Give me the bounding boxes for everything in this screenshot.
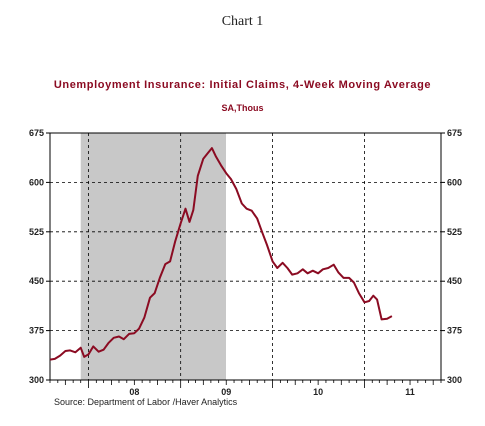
x-tick-label: 10 <box>313 387 323 397</box>
y-tick-label-left: 525 <box>29 227 44 237</box>
recession-shade <box>80 133 226 380</box>
y-tick-label-right: 675 <box>447 128 462 138</box>
y-tick-label-right: 450 <box>447 276 462 286</box>
grid-layer <box>50 133 441 380</box>
y-tick-label-right: 375 <box>447 326 462 336</box>
chart-subtitle: SA,Thous <box>221 103 264 113</box>
y-tick-label-right: 525 <box>447 227 462 237</box>
page-heading: Chart 1 <box>221 14 264 29</box>
recession-shade-layer <box>80 133 226 380</box>
x-tick-label: 09 <box>221 387 231 397</box>
y-tick-label-left: 600 <box>29 177 44 187</box>
y-tick-label-left: 375 <box>29 326 44 336</box>
tick-layer: 300 300 375 375 450 450 525 525 600 600 675 675 08 09… <box>29 128 462 397</box>
x-tick-label: 08 <box>129 387 139 397</box>
y-tick-label-left: 300 <box>29 375 44 385</box>
y-tick-label-left: 675 <box>29 128 44 138</box>
plot-border <box>49 132 442 381</box>
series-line-0 <box>49 147 393 361</box>
chart-title: Unemployment Insurance: Initial Claims, … <box>53 79 432 91</box>
y-tick-label-right: 600 <box>447 177 462 187</box>
y-tick-label-right: 300 <box>447 375 462 385</box>
series-layer <box>49 147 393 361</box>
x-tick-label: 11 <box>405 387 415 397</box>
source-note: Source: Department of Labor /Haver Analy… <box>54 397 238 407</box>
y-tick-label-left: 450 <box>29 276 44 286</box>
plot-frame <box>49 132 442 381</box>
